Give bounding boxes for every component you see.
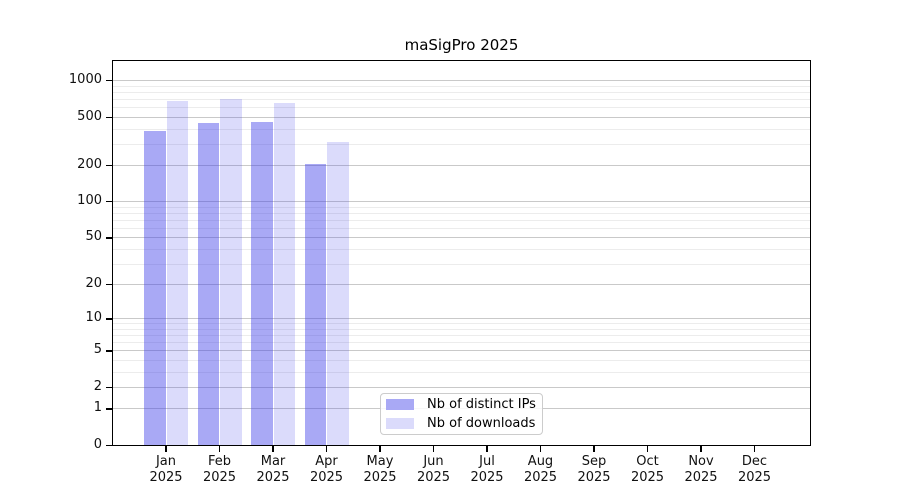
bar-downloads	[273, 102, 295, 446]
x-tick-label: Sep 2025	[577, 454, 611, 485]
x-tick-mark	[593, 446, 595, 452]
y-tick-mark	[106, 350, 112, 352]
gridline-major	[112, 350, 811, 352]
y-tick-mark	[106, 318, 112, 320]
gridline-minor	[112, 360, 811, 361]
y-tick-mark	[106, 80, 112, 82]
gridline-major	[112, 80, 811, 82]
gridline-minor	[112, 248, 811, 250]
y-tick-label: 200	[77, 157, 102, 172]
bar-distinct-ips	[144, 131, 166, 446]
y-tick-mark	[106, 387, 112, 389]
x-tick-mark	[432, 446, 435, 452]
bar-distinct-ips	[304, 163, 326, 446]
x-tick-label: Jun 2025	[416, 454, 451, 485]
gridline-minor	[112, 206, 811, 208]
x-tick-mark	[700, 446, 702, 452]
y-tick-mark	[106, 445, 112, 447]
x-tick-label: Feb 2025	[202, 454, 237, 485]
x-tick-label: Dec 2025	[737, 454, 772, 485]
x-tick-label: Jan 2025	[149, 454, 183, 485]
legend-swatch-downloads	[386, 418, 414, 429]
y-tick-label: 500	[77, 108, 102, 124]
y-tick-label: 2	[93, 379, 102, 394]
gridline-minor	[112, 342, 811, 344]
gridline-major	[112, 284, 811, 286]
x-tick-mark	[646, 446, 649, 452]
legend-label: Nb of distinct IPs	[427, 397, 536, 412]
gridline-minor	[112, 329, 811, 330]
gridline-minor	[112, 323, 811, 325]
legend-label: Nb of downloads	[427, 416, 536, 431]
y-tick-label: 5	[93, 342, 102, 358]
y-tick-mark	[106, 237, 112, 239]
gridline-minor	[112, 219, 811, 221]
bar-distinct-ips	[197, 122, 219, 446]
gridline-minor	[112, 371, 811, 373]
gridline-major	[112, 116, 811, 118]
x-tick-mark	[753, 446, 756, 452]
bar-downloads	[220, 98, 242, 446]
gridline-major	[112, 237, 811, 239]
gridline-minor	[112, 227, 811, 229]
x-tick-mark	[539, 446, 542, 452]
legend-item: Nb of downloads	[381, 415, 542, 433]
x-tick-label: Nov 2025	[684, 454, 718, 485]
legend-swatch-distinct-ips	[386, 399, 414, 410]
chart-title: maSigPro 2025	[404, 36, 519, 54]
y-tick-mark	[106, 201, 112, 203]
x-tick-label: Mar 2025	[256, 454, 290, 485]
gridline-major	[112, 318, 811, 320]
gridline-minor	[112, 92, 811, 93]
x-tick-label: Aug 2025	[523, 454, 558, 485]
y-tick-label: 100	[77, 193, 102, 209]
x-tick-label: Oct 2025	[630, 454, 665, 485]
y-tick-label: 50	[85, 229, 102, 245]
x-tick-mark	[272, 446, 274, 452]
y-tick-mark	[106, 408, 112, 410]
gridline-minor	[112, 99, 811, 100]
y-tick-mark	[106, 116, 112, 118]
x-tick-mark	[165, 446, 167, 452]
x-tick-mark	[325, 446, 328, 452]
y-tick-label: 20	[85, 276, 102, 292]
legend: Nb of distinct IPs Nb of downloads	[380, 393, 543, 435]
gridline-minor	[112, 263, 811, 265]
y-tick-mark	[106, 165, 112, 167]
gridline-minor	[112, 335, 811, 337]
bar-distinct-ips	[251, 121, 273, 446]
legend-item: Nb of distinct IPs	[381, 396, 542, 414]
y-tick-label: 1	[93, 400, 102, 416]
y-tick-label: 10	[85, 310, 102, 326]
y-tick-mark	[106, 284, 112, 286]
gridline-minor	[112, 128, 811, 130]
bar-downloads	[327, 141, 349, 446]
x-tick-label: Jul 2025	[470, 454, 504, 485]
y-tick-label: 1000	[68, 72, 102, 88]
gridline-minor	[112, 143, 811, 145]
bar-downloads	[166, 100, 188, 446]
gridline-major	[112, 387, 811, 388]
gridline-minor	[112, 213, 811, 214]
x-tick-mark	[218, 446, 221, 452]
y-tick-label: 0	[93, 437, 102, 452]
x-tick-label: Apr 2025	[309, 454, 344, 485]
gridline-major	[112, 201, 811, 203]
x-tick-mark	[379, 446, 381, 452]
x-tick-mark	[486, 446, 488, 452]
x-tick-label: May 2025	[363, 454, 397, 485]
gridline-minor	[112, 107, 811, 109]
gridline-minor	[112, 85, 811, 87]
gridline-major	[112, 165, 811, 166]
